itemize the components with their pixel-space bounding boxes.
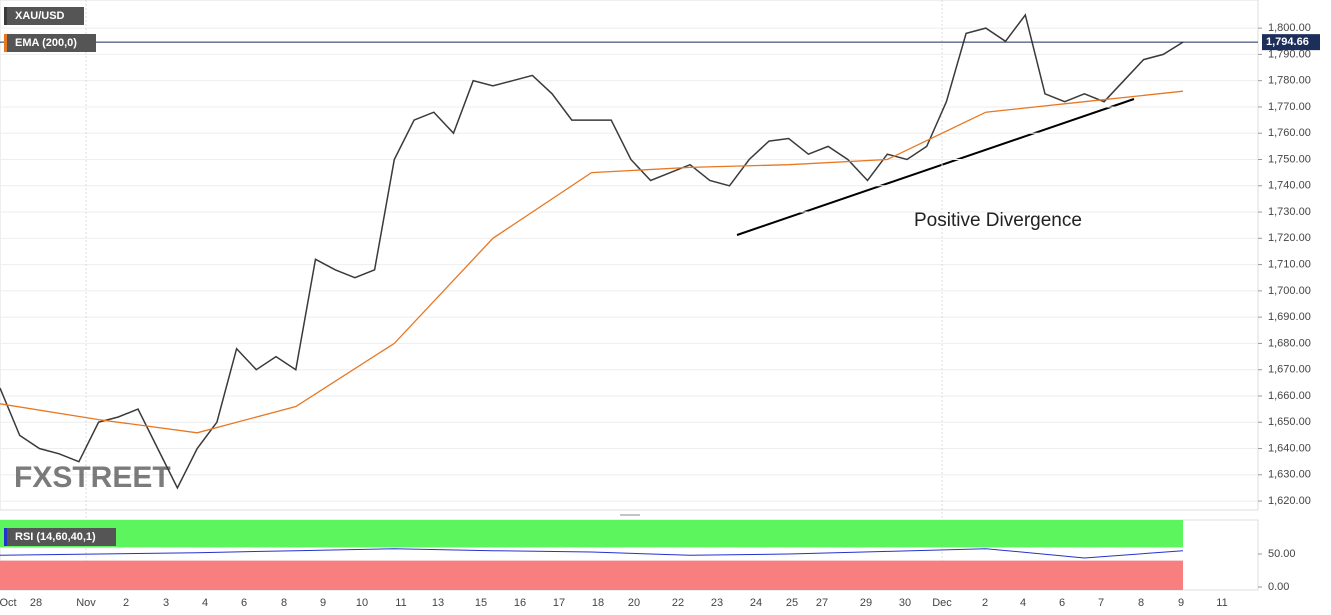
legend-swatch bbox=[4, 7, 7, 25]
legend-swatch bbox=[4, 528, 7, 546]
x-tick-label: 17 bbox=[553, 597, 565, 609]
last-price-tag bbox=[1262, 34, 1320, 51]
x-tick-label: 13 bbox=[432, 597, 444, 609]
y-tick-label: 1,730.00 bbox=[1268, 206, 1311, 218]
x-tick-label: 28 bbox=[30, 597, 42, 609]
x-tick-label: 20 bbox=[628, 597, 640, 609]
y-tick-label: 1,720.00 bbox=[1268, 232, 1311, 244]
x-tick-label: 24 bbox=[750, 597, 762, 609]
legend-label: RSI (14,60,40,1) bbox=[15, 531, 96, 543]
legend-tag bbox=[4, 34, 96, 52]
x-tick-label: 23 bbox=[711, 597, 723, 609]
rsi-overbought-zone bbox=[0, 520, 1183, 548]
y-tick-label: 1,660.00 bbox=[1268, 390, 1311, 402]
legend-swatch bbox=[4, 34, 7, 52]
y-tick-label: 1,800.00 bbox=[1268, 22, 1311, 34]
x-tick-label: Dec bbox=[932, 597, 952, 609]
ema-line bbox=[0, 90, 1184, 434]
price-line bbox=[0, 13, 1184, 490]
y-tick-label: 1,780.00 bbox=[1268, 75, 1311, 87]
x-tick-label: 8 bbox=[281, 597, 287, 609]
last-price-label: 1,794.66 bbox=[1266, 36, 1309, 48]
y-tick-label: 1,790.00 bbox=[1268, 48, 1311, 60]
x-tick-label: Oct bbox=[0, 597, 17, 609]
watermark: FXSTREET bbox=[14, 461, 171, 494]
x-tick-label: 6 bbox=[1059, 597, 1065, 609]
x-tick-label: 10 bbox=[356, 597, 368, 609]
rsi-oversold-zone bbox=[0, 560, 1183, 590]
y-tick-label: 1,670.00 bbox=[1268, 364, 1311, 376]
x-tick-label: 30 bbox=[899, 597, 911, 609]
x-tick-label: 11 bbox=[1216, 597, 1227, 609]
x-tick-label: 18 bbox=[592, 597, 604, 609]
y-tick-label: 1,750.00 bbox=[1268, 153, 1311, 165]
y-tick-label: 1,770.00 bbox=[1268, 101, 1311, 113]
y-tick-label: 1,710.00 bbox=[1268, 258, 1311, 270]
x-tick-label: 3 bbox=[163, 597, 169, 609]
x-tick-label: 9 bbox=[320, 597, 326, 609]
x-tick-label: 22 bbox=[672, 597, 684, 609]
y-tick-label: 1,640.00 bbox=[1268, 442, 1311, 454]
x-tick-label: 11 bbox=[395, 597, 406, 609]
annotation: Positive Divergence bbox=[914, 210, 1082, 231]
x-tick-label: 15 bbox=[475, 597, 487, 609]
rsi-line bbox=[0, 548, 1184, 559]
legend-label: XAU/USD bbox=[15, 10, 65, 22]
x-tick-label: 4 bbox=[202, 597, 208, 609]
y-tick-label: 1,630.00 bbox=[1268, 469, 1311, 481]
x-tick-label: 6 bbox=[241, 597, 247, 609]
x-tick-label: 9 bbox=[1178, 597, 1184, 609]
x-tick-label: 2 bbox=[123, 597, 129, 609]
legend-label: EMA (200,0) bbox=[15, 37, 77, 49]
x-tick-label: Nov bbox=[76, 597, 96, 609]
x-tick-label: 16 bbox=[514, 597, 526, 609]
y-tick-label: 50.00 bbox=[1268, 548, 1296, 560]
y-tick-label: 1,690.00 bbox=[1268, 311, 1311, 323]
y-tick-label: 1,620.00 bbox=[1268, 495, 1311, 507]
y-tick-label: 0.00 bbox=[1268, 581, 1289, 593]
x-tick-label: 25 bbox=[786, 597, 798, 609]
y-tick-label: 1,700.00 bbox=[1268, 285, 1311, 297]
y-tick-label: 1,680.00 bbox=[1268, 337, 1311, 349]
price-panel bbox=[0, 0, 1259, 511]
x-tick-label: 2 bbox=[982, 597, 988, 609]
y-tick-label: 1,760.00 bbox=[1268, 127, 1311, 139]
y-tick-label: 1,650.00 bbox=[1268, 416, 1311, 428]
x-tick-label: 7 bbox=[1098, 597, 1104, 609]
legend-tag bbox=[4, 7, 84, 25]
legend-tag bbox=[4, 528, 116, 546]
x-tick-label: 8 bbox=[1138, 597, 1144, 609]
y-tick-label: 1,740.00 bbox=[1268, 180, 1311, 192]
x-tick-label: 27 bbox=[816, 597, 828, 609]
x-tick-label: 4 bbox=[1020, 597, 1026, 609]
x-tick-label: 29 bbox=[860, 597, 872, 609]
